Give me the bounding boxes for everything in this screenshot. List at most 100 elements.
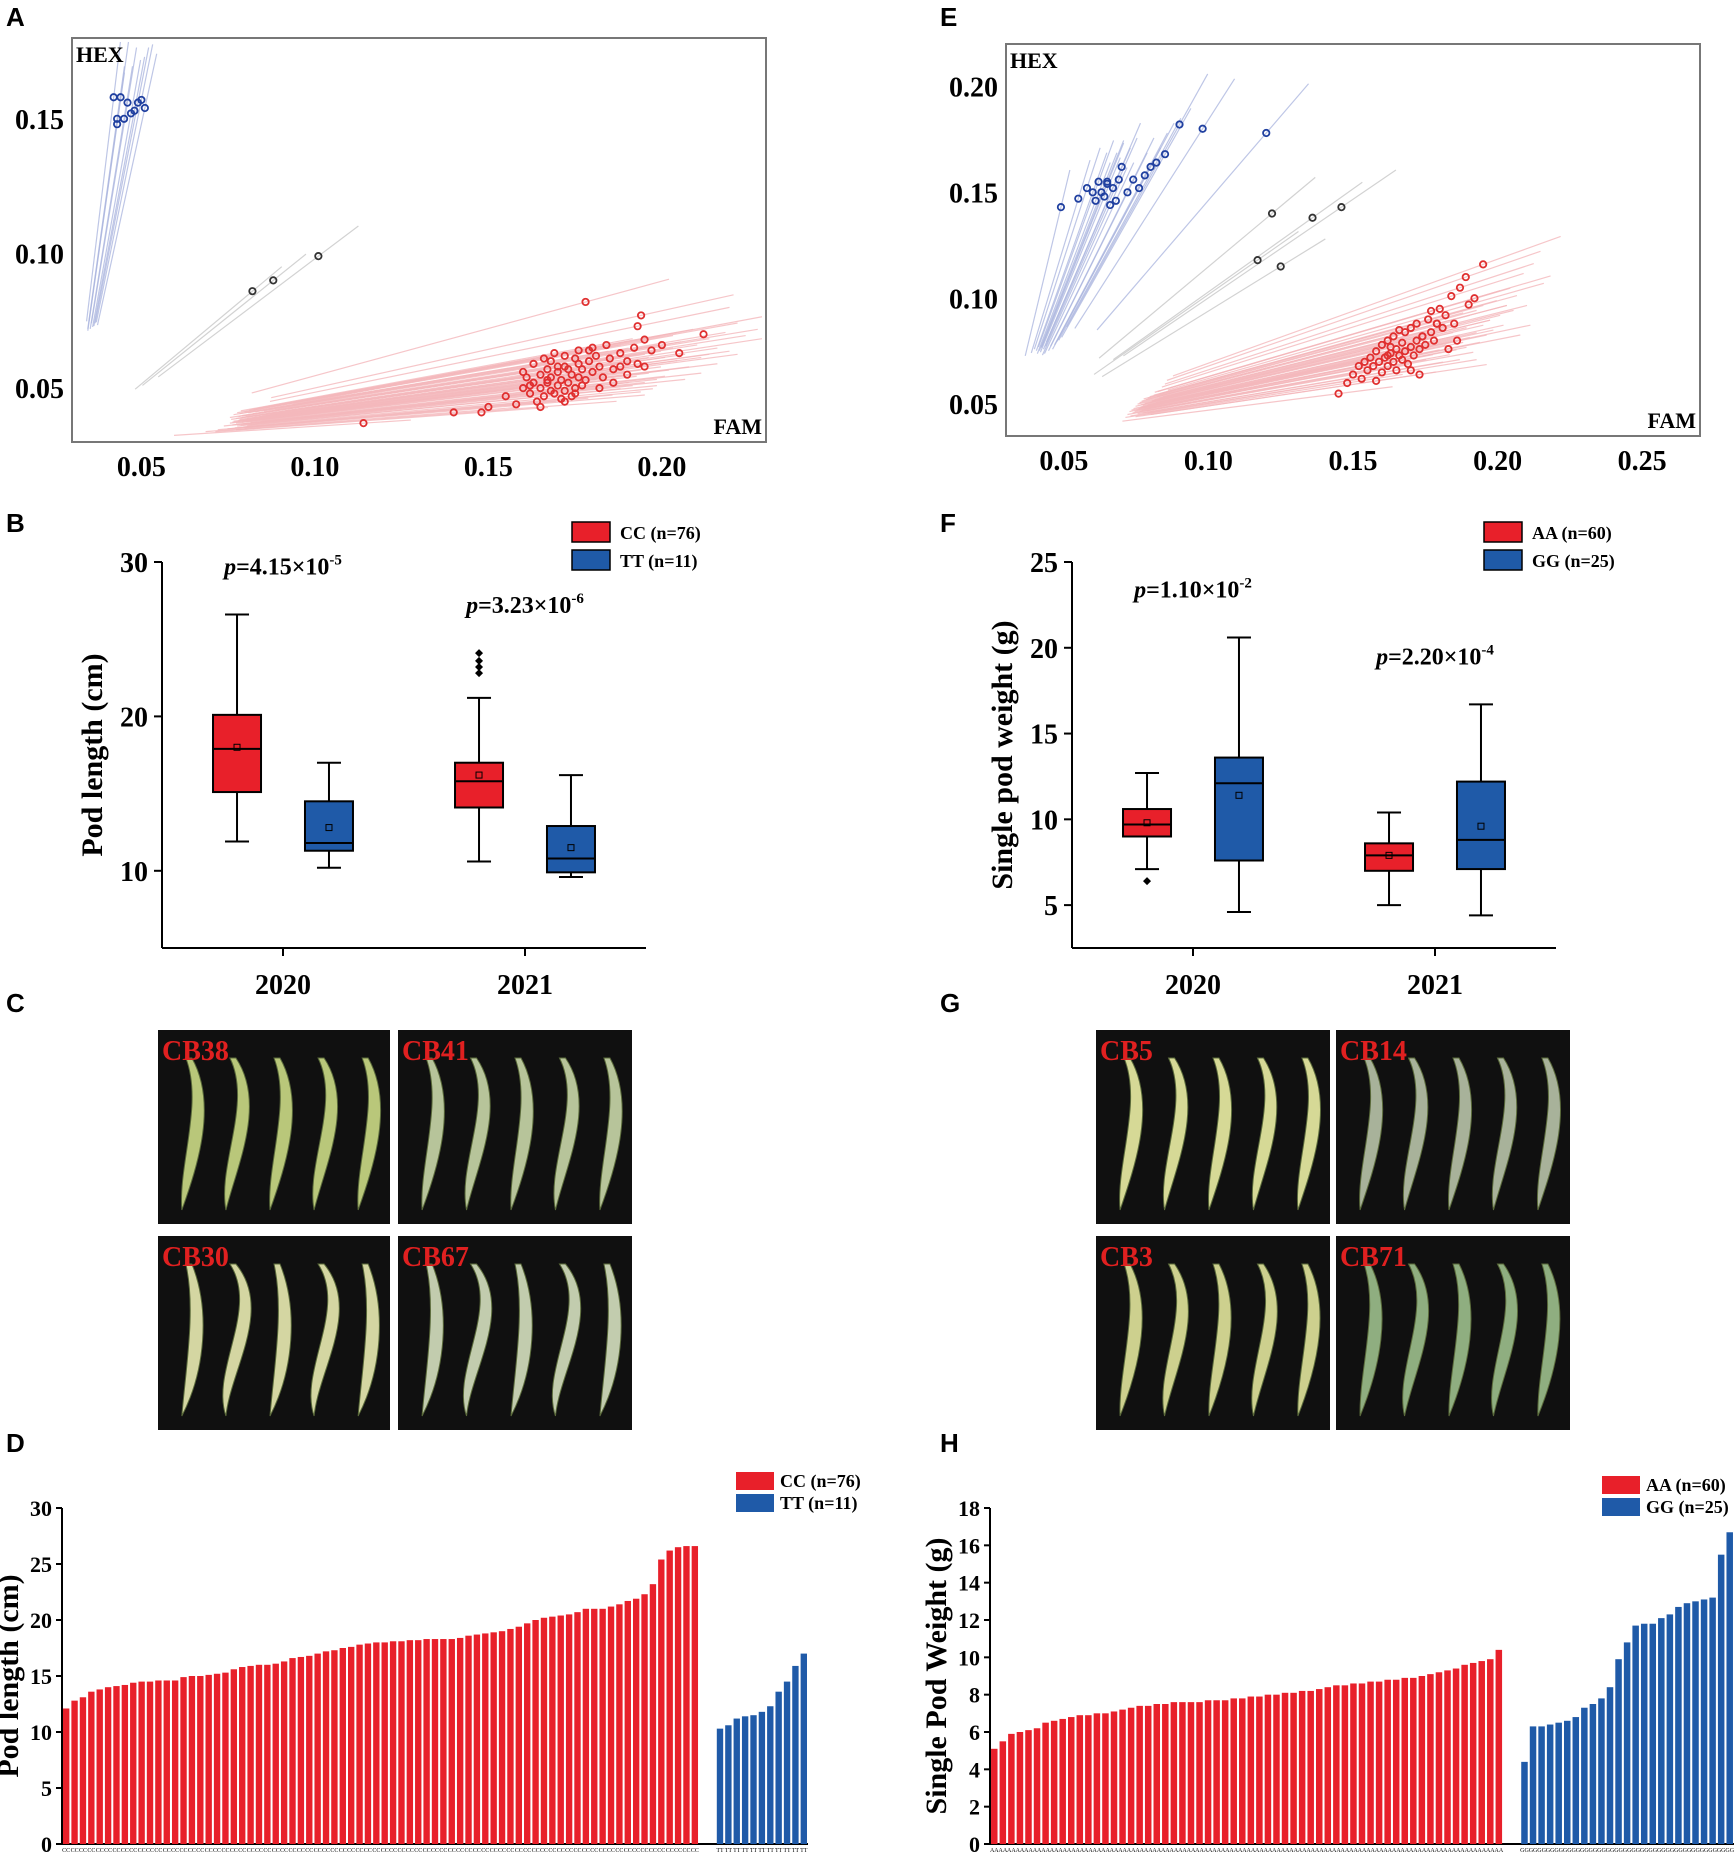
data-point [1140, 171, 1149, 180]
data-point [1415, 370, 1424, 379]
y-tick-label: 0.10 [949, 284, 998, 315]
bar [1427, 1674, 1434, 1844]
bar [1102, 1713, 1109, 1844]
bar [683, 1546, 690, 1844]
x-tick-label: 2021 [1407, 970, 1463, 1001]
x-category-label: GG [1546, 1848, 1555, 1854]
y-tick-label: 0.15 [15, 105, 64, 136]
bar [498, 1631, 506, 1844]
data-point [553, 367, 562, 377]
x-category-label: CC [146, 1848, 154, 1854]
trace-line [261, 356, 702, 418]
x-category-label: AA [1349, 1848, 1358, 1854]
box-mean [1143, 819, 1151, 827]
bean-pod [1251, 1057, 1278, 1211]
bar [599, 1608, 606, 1844]
data-point [675, 349, 684, 358]
y-tick-label: 20 [30, 1608, 52, 1633]
x-category-label: AA [1144, 1848, 1153, 1854]
trace-line [1135, 371, 1437, 418]
y-tick-label: 10 [958, 1645, 980, 1670]
bar [1350, 1683, 1357, 1844]
legend-swatch [1483, 549, 1523, 571]
photo-label: CB41 [402, 1036, 469, 1067]
x-category-label: GG [1700, 1848, 1709, 1854]
x-category-label: AA [1477, 1848, 1486, 1854]
data-point [577, 365, 587, 374]
bar [1683, 1603, 1691, 1844]
trace-line [256, 353, 686, 417]
bar [482, 1633, 489, 1844]
data-point [1395, 325, 1404, 335]
data-point [1267, 209, 1277, 218]
bar [565, 1614, 573, 1844]
bar [1179, 1702, 1186, 1844]
bar [1162, 1704, 1169, 1844]
y-tick-label: 6 [969, 1720, 980, 1745]
legend-swatch [736, 1494, 774, 1512]
data-point [1426, 328, 1436, 337]
bar [741, 1716, 749, 1844]
x-category-label: GG [1520, 1848, 1529, 1854]
y-axis-title: Pod length (cm) [76, 653, 109, 856]
data-point [1146, 162, 1155, 171]
trace-line [1164, 263, 1534, 385]
y-tick-label: 16 [958, 1533, 980, 1558]
bean-pod [464, 1057, 491, 1211]
bar [792, 1665, 799, 1844]
data-point [543, 375, 552, 385]
bar [616, 1604, 623, 1844]
outlier-point [1143, 877, 1152, 886]
p-symbol: p [464, 593, 478, 619]
x-category-label: AA [1135, 1848, 1144, 1854]
x-category-label: GG [1580, 1848, 1589, 1854]
trace-line [1024, 169, 1071, 357]
bar [138, 1681, 145, 1844]
trace-line [1159, 295, 1518, 395]
bar [1452, 1668, 1460, 1844]
p-value-base: =3.23×10 [478, 593, 571, 619]
outlier-point [475, 662, 484, 671]
data-point [1429, 336, 1439, 345]
x-category-label: CC [381, 1848, 389, 1854]
x-category-label: CC [171, 1848, 179, 1854]
panel-letter-e: E [940, 2, 957, 32]
data-point [574, 373, 583, 382]
legend-label: TT (n=11) [780, 1493, 857, 1514]
trace-line [1158, 309, 1514, 399]
box-iqr [1455, 780, 1506, 871]
trace-line [246, 388, 653, 427]
data-point [1134, 183, 1144, 193]
x-category-label: CC [297, 1848, 305, 1854]
data-point [1461, 272, 1470, 282]
bar [507, 1628, 514, 1844]
bean-pod [1208, 1263, 1232, 1417]
data-point [539, 354, 549, 363]
y-tick-label: 10 [1030, 805, 1058, 836]
data-point [546, 357, 555, 366]
trace-line [1101, 238, 1326, 378]
data-point [1129, 175, 1138, 184]
data-point [1082, 183, 1092, 193]
x-category-label: CC [649, 1848, 657, 1854]
legend-swatch [1483, 521, 1523, 543]
bar [666, 1550, 673, 1844]
trace-line [248, 344, 658, 414]
y-tick-label: 0.05 [949, 390, 998, 421]
photo-label: CB14 [1340, 1036, 1407, 1067]
x-category-label: CC [163, 1848, 171, 1854]
y-tick-label: 18 [958, 1496, 980, 1521]
x-category-label: TT [758, 1848, 766, 1854]
x-category-label: CC [129, 1848, 137, 1854]
photo-label: CB3 [1100, 1242, 1153, 1273]
trace-line [1172, 235, 1561, 377]
bar [322, 1651, 330, 1844]
trace-line [1156, 304, 1508, 398]
x-category-label: AA [1058, 1848, 1067, 1854]
bar [649, 1584, 657, 1844]
x-tick-label: 0.15 [1329, 446, 1378, 477]
bar [230, 1669, 238, 1844]
trace-line [1074, 78, 1236, 329]
bar [406, 1640, 414, 1844]
